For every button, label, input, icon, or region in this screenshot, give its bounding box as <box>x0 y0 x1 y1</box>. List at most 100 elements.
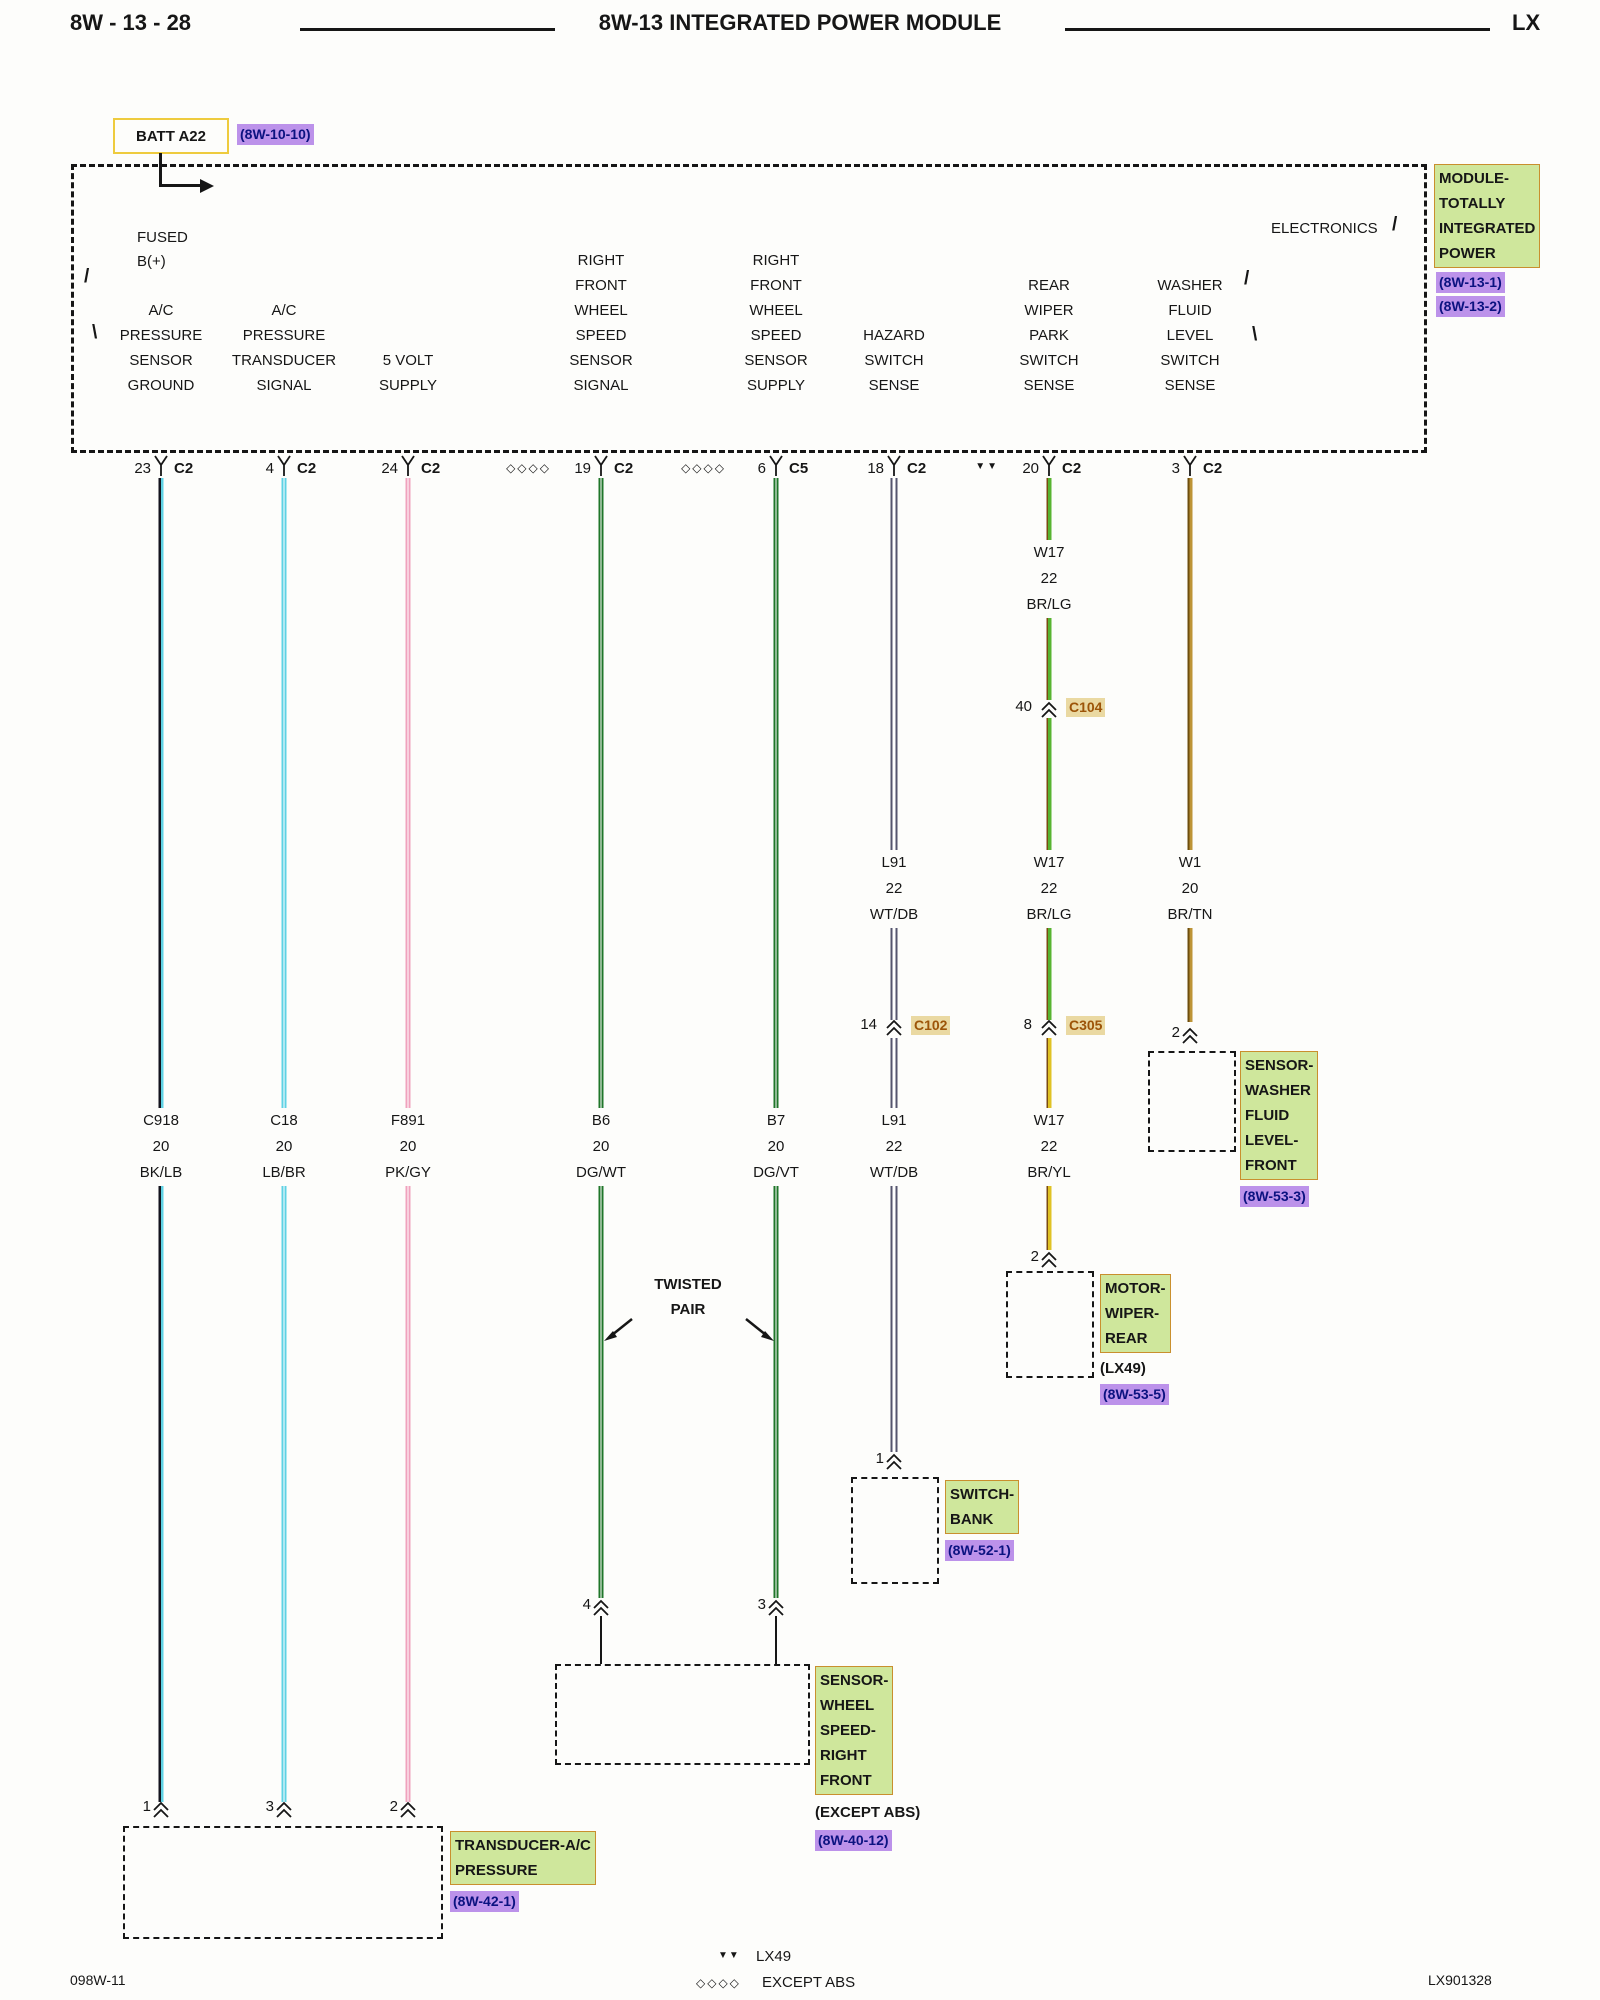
inline-connector-icon <box>1041 701 1057 718</box>
component-name-module-tipm: MODULE- TOTALLY INTEGRATED POWER <box>1434 164 1541 268</box>
legend-except-abs-symbol: ◇◇◇◇ <box>696 1976 741 1990</box>
page-number: 8W - 13 - 28 <box>70 10 192 35</box>
wire-label: W17 22 BR/LG <box>1021 540 1077 618</box>
connector-fork-icon <box>887 455 901 476</box>
ref-8w-40-12: (8W-40-12) <box>815 1830 892 1851</box>
batt-feed-arrow-icon <box>200 179 214 193</box>
inline-connector-c102: C102 <box>911 1016 951 1035</box>
lead-wheel-sensor-signal <box>600 1616 602 1664</box>
dest-pin-number: 2 <box>1030 1248 1039 1265</box>
platform-code: LX <box>1512 10 1541 35</box>
pin-number: 23 <box>134 460 151 477</box>
component-name-switch-bank: SWITCH- BANK <box>945 1480 1020 1534</box>
footer-plate-number: LX901328 <box>1428 1972 1492 1988</box>
wire-label: L91 22 WT/DB <box>864 1108 924 1186</box>
connector-fork-icon <box>1183 455 1197 476</box>
connector-name: C2 <box>421 460 441 477</box>
note-lx49: (LX49) <box>1100 1360 1146 1377</box>
ref-8w-42-1: (8W-42-1) <box>450 1891 519 1912</box>
rear-wiper-motor-outline <box>1006 1271 1094 1378</box>
inline-pin-number: 40 <box>1015 698 1032 715</box>
wire-label: B6 20 DG/WT <box>571 1108 631 1186</box>
pin-function-rf-wheel-speed-sensor-supply: RIGHT FRONT WHEEL SPEED SENSOR SUPPLY <box>744 252 808 394</box>
wire-label: L91 22 WT/DB <box>864 850 924 928</box>
ac-pressure-transducer-outline <box>123 1826 443 1939</box>
dest-pin-number: 1 <box>142 1798 151 1815</box>
wire-w1-br-tn <box>1187 478 1193 1022</box>
header-rule-left <box>300 28 555 31</box>
pin-function-washer-fluid-level-switch-sense: WASHER FLUID LEVEL SWITCH SENSE <box>1157 277 1223 394</box>
connector-break-mark: / <box>1392 214 1398 235</box>
pin-number: 24 <box>381 460 398 477</box>
ref-8w-10-10: (8W-10-10) <box>237 124 314 145</box>
batt-a22-label: BATT A22 <box>135 127 206 145</box>
pin-function-ac-pressure-transducer-signal: A/C PRESSURE TRANSDUCER SIGNAL <box>231 302 337 394</box>
connector-name: C2 <box>614 460 634 477</box>
ref-8w-53-5: (8W-53-5) <box>1100 1384 1169 1405</box>
wire-label: W1 20 BR/TN <box>1162 850 1218 928</box>
header-rule-right <box>1065 28 1490 31</box>
inline-connector-icon <box>886 1453 902 1470</box>
ref-8w-53-3: (8W-53-3) <box>1240 1186 1309 1207</box>
connector-break-mark: \ <box>92 322 98 343</box>
connector-fork-icon <box>594 455 608 476</box>
inline-connector-icon <box>1041 1251 1057 1268</box>
connector-name: C2 <box>1203 460 1223 477</box>
connector-fork-icon <box>277 455 291 476</box>
legend-except-abs-label: EXCEPT ABS <box>762 1974 856 1991</box>
except-abs-symbol: ◇◇◇◇ <box>506 461 551 475</box>
dest-pin-number: 4 <box>582 1596 591 1613</box>
inline-connector-icon <box>768 1599 784 1616</box>
connector-break-mark: / <box>1244 268 1250 289</box>
inline-connector-icon <box>1041 1019 1057 1036</box>
pin-number: 19 <box>574 460 591 477</box>
except-abs-symbol: ◇◇◇◇ <box>681 461 726 475</box>
wire-label: B7 20 DG/VT <box>748 1108 804 1186</box>
batt-feed-wire-vertical <box>159 153 162 187</box>
dest-pin-number: 2 <box>389 1798 398 1815</box>
pin-number: 20 <box>1022 460 1039 477</box>
component-name-rear-wiper-motor: MOTOR- WIPER- REAR <box>1100 1274 1171 1353</box>
connector-fork-icon <box>401 455 415 476</box>
inline-connector-c305: C305 <box>1066 1016 1106 1035</box>
wire-label: C918 20 BK/LB <box>134 1108 188 1186</box>
lead-wheel-sensor-supply <box>775 1616 777 1664</box>
dest-pin-number: 2 <box>1171 1024 1180 1041</box>
component-name-washer-fluid-sensor: SENSOR- WASHER FLUID LEVEL- FRONT <box>1240 1051 1319 1180</box>
dest-pin-number: 3 <box>265 1798 274 1815</box>
batt-a22-box: BATT A22 <box>113 118 229 154</box>
connector-name: C2 <box>1062 460 1082 477</box>
connector-fork-icon <box>1042 455 1056 476</box>
footer-drawing-number: 098W-11 <box>70 1972 126 1988</box>
wire-l91-wt-db-upper <box>890 478 898 1020</box>
note-except-abs: (EXCEPT ABS) <box>815 1804 921 1821</box>
inline-connector-icon <box>153 1801 169 1818</box>
pin-number: 6 <box>757 460 766 477</box>
pin-number: 3 <box>1171 460 1180 477</box>
wheel-speed-sensor-outline <box>555 1664 810 1765</box>
ref-8w-13-1: (8W-13-1) <box>1436 272 1505 293</box>
component-name-wheel-speed-sensor: SENSOR- WHEEL SPEED- RIGHT FRONT <box>815 1666 894 1795</box>
switch-bank-outline <box>851 1477 939 1584</box>
ref-8w-13-2: (8W-13-2) <box>1436 296 1505 317</box>
pin-function-rf-wheel-speed-sensor-signal: RIGHT FRONT WHEEL SPEED SENSOR SIGNAL <box>569 252 633 394</box>
inline-pin-number: 8 <box>1023 1016 1032 1033</box>
inline-connector-icon <box>1182 1027 1198 1044</box>
integrated-power-module-outline <box>71 164 1427 453</box>
inline-connector-icon <box>400 1801 416 1818</box>
legend-lx49-symbol: ▼▼ <box>718 1950 740 1961</box>
inline-connector-icon <box>886 1019 902 1036</box>
ref-8w-52-1: (8W-52-1) <box>945 1540 1014 1561</box>
batt-feed-wire-horizontal <box>159 184 201 187</box>
twisted-pair-arrow-left-icon <box>604 1318 633 1341</box>
connector-break-mark: \ <box>1252 324 1258 345</box>
connector-name: C2 <box>297 460 317 477</box>
wire-b7-dg-vt <box>773 478 779 1598</box>
page-title: 8W-13 INTEGRATED POWER MODULE <box>598 10 1002 35</box>
connector-name: C5 <box>789 460 809 477</box>
pin-function-rear-wiper-park-switch-sense: REAR WIPER PARK SWITCH SENSE <box>1019 277 1079 394</box>
pin-function-5-volt-supply: 5 VOLT SUPPLY <box>378 352 438 394</box>
legend-lx49-label: LX49 <box>756 1948 792 1965</box>
fused-b-plus-label: FUSED B(+) <box>137 229 188 270</box>
